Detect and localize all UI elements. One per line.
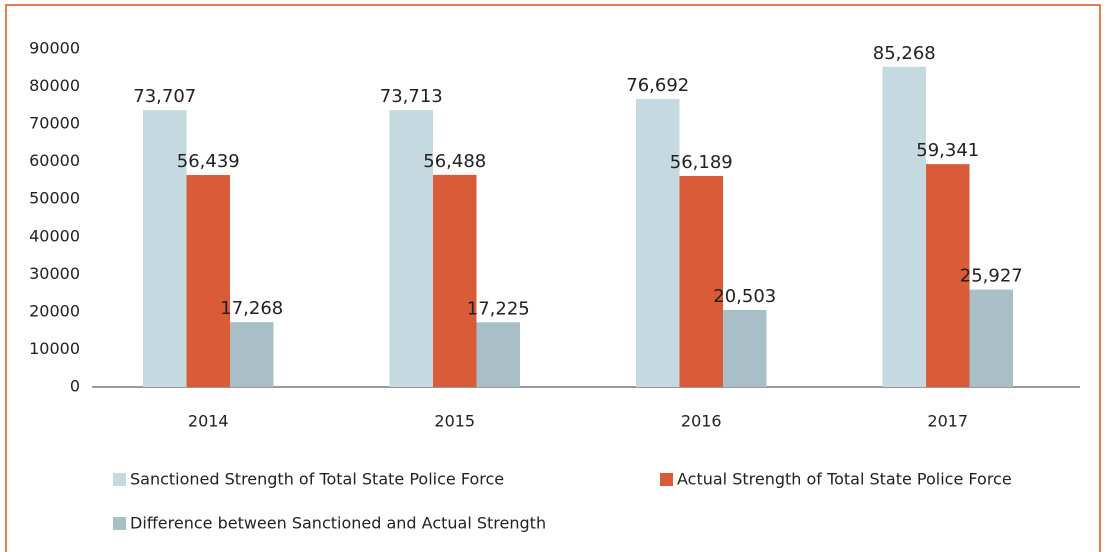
y-tick-label: 70000 [29, 114, 80, 133]
value-label: 17,225 [467, 298, 530, 319]
bar [433, 174, 477, 387]
y-tick-label: 90000 [29, 39, 80, 58]
bar [723, 309, 767, 387]
y-tick-label: 60000 [29, 151, 80, 170]
y-tick-label: 0 [70, 377, 80, 396]
y-tick-label: 50000 [29, 189, 80, 208]
x-tick-label: 2015 [434, 412, 475, 431]
x-tick-label: 2016 [681, 412, 722, 431]
bar [882, 66, 926, 387]
value-label: 56,488 [423, 151, 486, 172]
y-tick-label: 80000 [29, 76, 80, 95]
bar [230, 322, 274, 387]
y-tick-label: 30000 [29, 264, 80, 283]
value-label: 73,713 [380, 86, 443, 107]
bar [926, 164, 970, 387]
value-label: 56,189 [670, 152, 733, 173]
bar [143, 110, 187, 387]
bar [476, 322, 520, 387]
value-label: 17,268 [220, 298, 283, 319]
legend-label: Actual Strength of Total State Police Fo… [677, 470, 1012, 489]
value-label: 56,439 [177, 151, 240, 172]
legend-swatch [113, 517, 126, 530]
value-label: 85,268 [873, 43, 936, 64]
value-label: 25,927 [960, 266, 1023, 287]
value-label: 20,503 [713, 286, 776, 307]
value-label: 76,692 [626, 75, 689, 96]
frame [5, 4, 1101, 552]
bar [186, 175, 230, 387]
legend-label: Difference between Sanctioned and Actual… [130, 514, 546, 533]
bar [969, 289, 1013, 387]
x-tick-label: 2014 [188, 412, 229, 431]
y-tick-label: 40000 [29, 226, 80, 245]
bar [389, 110, 433, 387]
x-tick-label: 2017 [927, 412, 968, 431]
legend-swatch [113, 473, 126, 486]
legend-swatch [660, 473, 673, 486]
y-tick-label: 10000 [29, 339, 80, 358]
bar [636, 98, 680, 387]
value-label: 59,341 [916, 140, 979, 161]
bar [679, 175, 723, 387]
value-label: 73,707 [133, 86, 196, 107]
legend-label: Sanctioned Strength of Total State Polic… [130, 470, 504, 489]
y-tick-label: 20000 [29, 301, 80, 320]
